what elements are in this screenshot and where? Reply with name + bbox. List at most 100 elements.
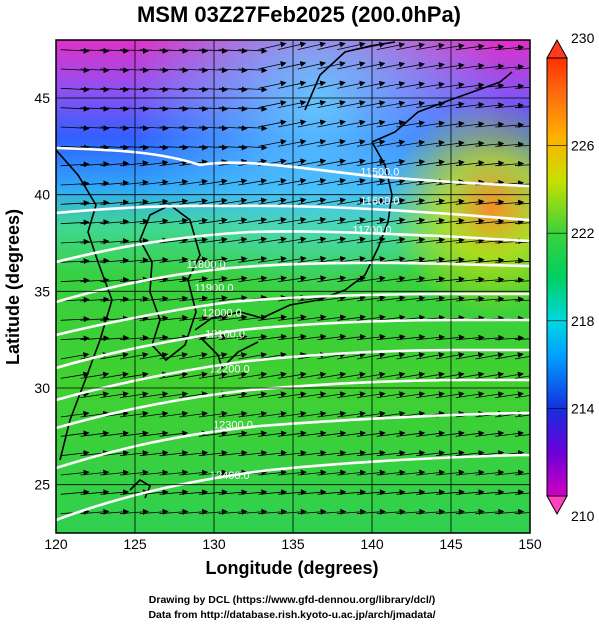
wind-arrow <box>416 450 446 457</box>
wind-arrow <box>119 334 149 341</box>
wind-arrow <box>100 469 130 476</box>
wind-arrow <box>80 371 110 379</box>
wind-arrow <box>238 410 268 418</box>
wind-arrow <box>80 125 110 132</box>
wind-arrow <box>258 333 288 341</box>
wind-arrow <box>337 469 367 476</box>
wind-arrow <box>198 256 228 263</box>
wind-arrow <box>475 141 505 148</box>
wind-arrow <box>356 119 386 128</box>
wind-arrow <box>495 218 525 225</box>
wind-vectors <box>60 41 530 515</box>
wind-arrow <box>100 47 130 54</box>
contour-line <box>56 261 530 304</box>
wind-arrow <box>179 489 209 496</box>
wind-arrow <box>60 258 90 265</box>
wind-arrow <box>475 469 505 476</box>
wind-arrow <box>337 100 366 109</box>
wind-arrow <box>238 508 268 515</box>
wind-arrow <box>297 489 327 496</box>
wind-arrow <box>475 102 505 109</box>
wind-arrow <box>179 508 209 515</box>
wind-arrow <box>376 469 406 476</box>
wind-arrow <box>100 67 130 74</box>
wind-arrow <box>60 200 90 207</box>
wind-arrow <box>455 508 485 515</box>
wind-arrow <box>376 178 406 186</box>
wind-arrow <box>258 41 287 51</box>
wind-arrow <box>376 120 406 128</box>
wind-arrow <box>495 508 525 515</box>
wind-arrow <box>139 144 169 151</box>
wind-arrow <box>119 125 149 132</box>
wind-arrow <box>100 489 130 496</box>
wind-arrow <box>455 334 485 341</box>
wind-arrow <box>277 177 307 186</box>
wind-arrow <box>139 450 169 457</box>
wind-arrow <box>80 335 110 342</box>
wind-arrow <box>455 352 485 360</box>
wind-arrow <box>396 334 426 341</box>
wind-arrow <box>179 237 209 244</box>
wind-arrow <box>396 198 426 205</box>
wind-arrow <box>475 296 505 303</box>
wind-arrow <box>119 352 149 360</box>
wind-arrow <box>218 236 248 244</box>
wind-arrow <box>119 237 149 244</box>
wind-arrow <box>100 160 130 167</box>
wind-arrow <box>337 256 366 263</box>
wind-arrow <box>416 237 446 244</box>
wind-arrow <box>455 198 485 205</box>
wind-arrow <box>119 199 149 206</box>
wind-arrow <box>179 125 209 132</box>
wind-arrow <box>475 199 505 206</box>
colorbar-tick-label: 214 <box>571 400 595 416</box>
wind-arrow <box>159 410 189 418</box>
wind-arrow <box>258 450 288 457</box>
wind-arrow <box>198 67 228 74</box>
wind-arrow <box>179 86 209 93</box>
wind-arrow <box>218 334 248 341</box>
wind-arrow <box>337 139 366 147</box>
wind-arrow <box>356 61 386 70</box>
wind-arrow <box>435 391 465 399</box>
wind-arrow <box>416 352 445 360</box>
wind-arrow <box>60 430 90 437</box>
wind-arrow <box>455 371 485 379</box>
wind-arrow <box>139 105 169 112</box>
wind-arrow <box>435 508 465 515</box>
wind-arrow <box>159 237 189 244</box>
wind-arrow <box>100 199 130 206</box>
wind-arrow <box>495 371 524 379</box>
wind-arrow <box>356 217 386 225</box>
wind-arrow <box>297 139 327 147</box>
wind-arrow <box>218 125 248 132</box>
wind-arrow <box>475 257 505 264</box>
wind-arrow <box>356 139 386 147</box>
wind-arrow <box>356 334 386 341</box>
contour-label: 11800.0 <box>187 259 226 271</box>
wind-arrow <box>100 257 130 264</box>
wind-arrow <box>198 105 228 112</box>
colorbar-tick-label: 210 <box>571 508 595 524</box>
wind-arrow <box>238 86 268 93</box>
wind-arrow <box>139 67 169 74</box>
wind-arrow <box>119 47 149 54</box>
wind-arrow <box>376 81 406 89</box>
wind-arrow <box>119 105 149 112</box>
wind-arrow <box>435 489 465 496</box>
wind-arrow <box>80 219 110 226</box>
wind-arrow <box>416 139 445 147</box>
wind-arrow <box>356 508 386 515</box>
wind-arrow <box>495 83 525 90</box>
wind-arrow <box>218 430 248 437</box>
wind-arrow <box>139 256 169 263</box>
wind-arrow <box>376 314 406 321</box>
wind-arrow <box>297 410 327 418</box>
wind-arrow <box>435 159 465 167</box>
wind-arrow <box>159 352 189 360</box>
wind-arrow <box>376 489 406 496</box>
wind-arrow <box>495 257 525 264</box>
wind-arrow <box>317 314 347 321</box>
wind-arrow <box>514 144 530 147</box>
